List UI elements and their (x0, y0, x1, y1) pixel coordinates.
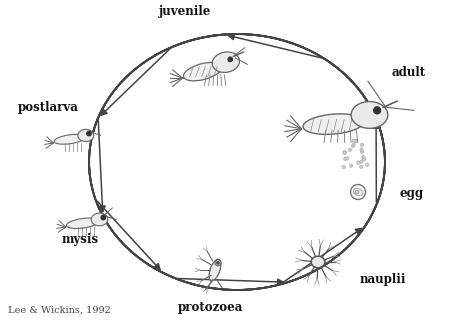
Ellipse shape (78, 130, 94, 141)
Circle shape (343, 151, 346, 154)
Circle shape (228, 57, 232, 61)
Circle shape (349, 164, 353, 167)
Text: adult: adult (392, 66, 426, 78)
Text: Lee & Wickins, 1992: Lee & Wickins, 1992 (8, 306, 111, 315)
Text: egg: egg (400, 186, 424, 200)
Circle shape (355, 140, 358, 143)
Text: juvenile: juvenile (159, 5, 211, 18)
Ellipse shape (311, 256, 325, 268)
Circle shape (365, 163, 369, 166)
Circle shape (344, 157, 347, 161)
Circle shape (360, 143, 364, 147)
Circle shape (342, 165, 346, 169)
Circle shape (87, 131, 91, 136)
Circle shape (352, 139, 356, 142)
Text: nauplii: nauplii (360, 274, 407, 287)
Circle shape (352, 143, 356, 146)
Ellipse shape (209, 259, 221, 281)
Circle shape (360, 148, 363, 151)
Ellipse shape (303, 114, 364, 134)
Text: mysis: mysis (62, 234, 99, 246)
Circle shape (359, 165, 363, 169)
Circle shape (346, 157, 349, 160)
Circle shape (357, 161, 360, 164)
Ellipse shape (66, 218, 100, 229)
Circle shape (362, 156, 365, 159)
Ellipse shape (351, 101, 388, 128)
Circle shape (350, 184, 365, 200)
Circle shape (363, 158, 366, 161)
Circle shape (374, 107, 381, 114)
Circle shape (348, 148, 352, 151)
Circle shape (217, 262, 219, 264)
Circle shape (351, 144, 355, 148)
Text: postlarva: postlarva (18, 101, 79, 114)
Circle shape (360, 150, 364, 153)
Ellipse shape (212, 52, 239, 72)
Circle shape (101, 215, 106, 220)
Ellipse shape (355, 190, 359, 194)
Circle shape (343, 151, 346, 155)
Ellipse shape (54, 134, 86, 144)
Text: protozoea: protozoea (177, 301, 243, 315)
Circle shape (360, 160, 363, 163)
Circle shape (215, 260, 221, 266)
Ellipse shape (91, 213, 108, 226)
Ellipse shape (183, 62, 222, 81)
